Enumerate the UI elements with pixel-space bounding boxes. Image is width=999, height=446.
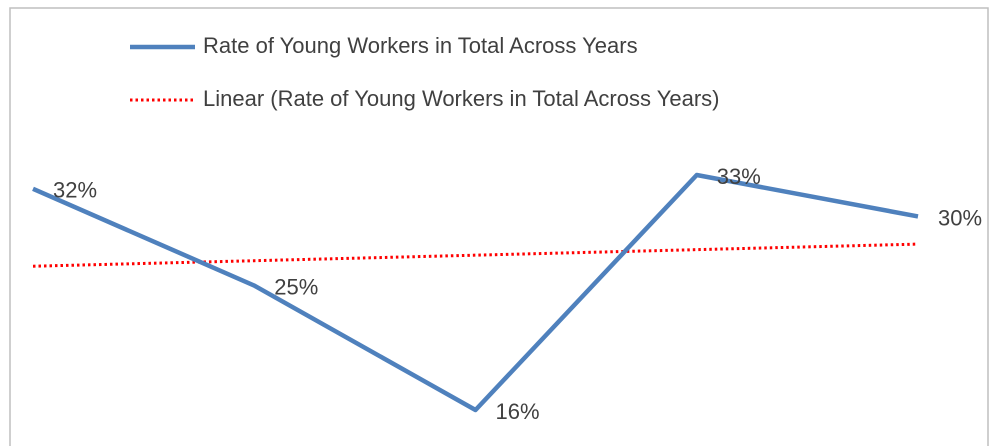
data-label: 30% [938, 205, 982, 230]
legend-label: Linear (Rate of Young Workers in Total A… [203, 86, 719, 111]
data-label: 33% [717, 164, 761, 189]
data-line [32, 172, 919, 413]
trend-line [32, 242, 919, 268]
data-label: 16% [496, 399, 540, 424]
legend-label: Rate of Young Workers in Total Across Ye… [203, 33, 638, 58]
data-label: 25% [274, 274, 318, 299]
data-label: 32% [53, 178, 97, 203]
chart-frame [9, 7, 989, 446]
